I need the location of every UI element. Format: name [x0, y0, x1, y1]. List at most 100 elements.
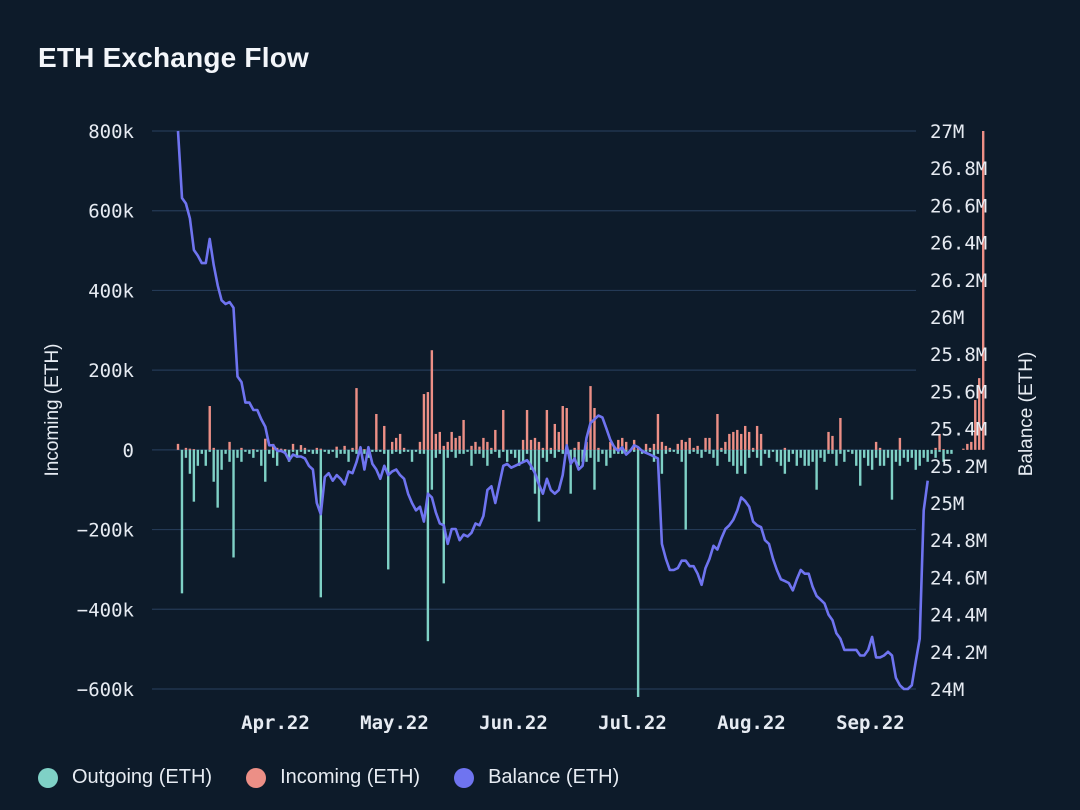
outgoing-bar — [442, 449, 445, 584]
incoming-bar — [240, 447, 243, 450]
outgoing-bar — [946, 449, 949, 454]
outgoing-bar — [418, 449, 422, 454]
outgoing-bar — [656, 449, 660, 454]
right-tick-label: 24.6M — [930, 567, 987, 589]
incoming-bar — [664, 445, 668, 450]
outgoing-bar — [636, 449, 640, 697]
outgoing-bar — [287, 449, 291, 462]
incoming-bar — [192, 449, 196, 450]
legend-item-outgoing[interactable]: Outgoing (ETH) — [38, 766, 212, 789]
outgoing-bar — [878, 449, 882, 466]
incoming-bar — [438, 431, 441, 450]
outgoing-bar — [335, 449, 338, 458]
outgoing-bar — [502, 449, 505, 452]
outgoing-bar — [787, 449, 791, 462]
outgoing-bar — [843, 449, 846, 462]
outgoing-bar — [676, 449, 679, 454]
incoming-bar — [934, 447, 937, 450]
incoming-dot-icon — [246, 767, 267, 788]
outgoing-bar — [870, 449, 874, 470]
outgoing-bar — [446, 449, 449, 458]
outgoing-bar — [406, 449, 410, 452]
right-tick-label: 26.6M — [930, 195, 987, 217]
outgoing-bar — [319, 449, 322, 598]
incoming-bar — [668, 447, 672, 450]
outgoing-bar — [434, 449, 438, 458]
legend-item-balance[interactable]: Balance (ETH) — [454, 766, 619, 789]
incoming-bar — [521, 439, 525, 450]
outgoing-bar — [216, 449, 219, 508]
incoming-bar — [450, 431, 453, 450]
x-axis-ticks: Apr.22 May.22 Jun.22 Jul.22 Aug.22 Sep.22 — [241, 712, 905, 734]
incoming-bar — [184, 447, 188, 450]
incoming-bar — [625, 441, 628, 450]
outgoing-bar — [934, 449, 937, 458]
outgoing-bar — [922, 449, 925, 458]
right-tick-label: 26.8M — [930, 158, 987, 180]
incoming-bar — [482, 437, 485, 450]
outgoing-bar — [803, 449, 806, 466]
incoming-bar — [648, 447, 652, 450]
incoming-bar — [383, 425, 386, 450]
outgoing-bar — [458, 449, 461, 454]
incoming-bar — [759, 433, 763, 450]
incoming-bar — [720, 447, 723, 450]
incoming-bar — [478, 446, 481, 450]
outgoing-bar — [581, 449, 584, 462]
legend-item-incoming[interactable]: Incoming (ETH) — [246, 766, 420, 789]
right-tick-label: 26.2M — [930, 270, 987, 292]
outgoing-bar — [347, 449, 350, 462]
outgoing-bar — [478, 449, 481, 454]
left-tick-label: −600k — [77, 679, 135, 701]
left-tick-label: −200k — [77, 520, 135, 542]
legend-label-balance: Balance (ETH) — [488, 766, 620, 788]
right-tick-label: 25.6M — [930, 381, 987, 403]
right-tick-label: 24M — [930, 679, 964, 701]
incoming-bar — [283, 449, 287, 450]
incoming-bar — [878, 447, 882, 450]
incoming-bar — [740, 433, 743, 450]
incoming-bar — [394, 437, 398, 450]
incoming-bar — [692, 447, 695, 450]
outgoing-bar — [398, 449, 402, 454]
incoming-bar — [597, 447, 600, 450]
outgoing-bar — [807, 449, 810, 466]
right-tick-label: 25.8M — [930, 344, 987, 366]
outgoing-bar — [886, 449, 890, 458]
outgoing-bar — [517, 449, 521, 466]
outgoing-bar — [387, 449, 390, 570]
incoming-bar — [303, 447, 307, 450]
outgoing-bar — [775, 449, 779, 462]
left-tick-label: 800k — [88, 121, 134, 143]
outgoing-bar — [486, 449, 489, 466]
outgoing-bar — [573, 449, 576, 458]
right-tick-label: 25.4M — [930, 419, 987, 441]
outgoing-bar — [708, 449, 711, 454]
incoming-bar — [446, 441, 449, 450]
incoming-bar — [398, 433, 402, 450]
outgoing-bar — [410, 449, 414, 462]
outgoing-bar — [355, 449, 358, 454]
outgoing-bar — [910, 449, 913, 458]
outgoing-bar — [291, 449, 295, 452]
outgoing-bar — [894, 449, 898, 462]
incoming-bar — [402, 447, 406, 450]
incoming-bar — [252, 449, 255, 450]
x-tick-label: Jun.22 — [479, 712, 548, 734]
incoming-bar — [335, 446, 338, 450]
incoming-bar — [676, 443, 679, 450]
outgoing-bar — [252, 449, 255, 458]
outgoing-bar — [621, 449, 624, 454]
incoming-bar — [617, 439, 620, 450]
incoming-bar — [549, 447, 553, 450]
outgoing-bar — [851, 449, 854, 454]
outgoing-bar — [264, 449, 267, 482]
outgoing-bar — [331, 449, 334, 452]
outgoing-bar — [394, 449, 398, 452]
outgoing-bar — [914, 449, 917, 470]
outgoing-bar — [728, 449, 731, 462]
incoming-bar — [525, 410, 529, 450]
outgoing-bar — [474, 449, 477, 454]
outgoing-bar — [918, 449, 921, 466]
incoming-bar — [898, 437, 902, 450]
